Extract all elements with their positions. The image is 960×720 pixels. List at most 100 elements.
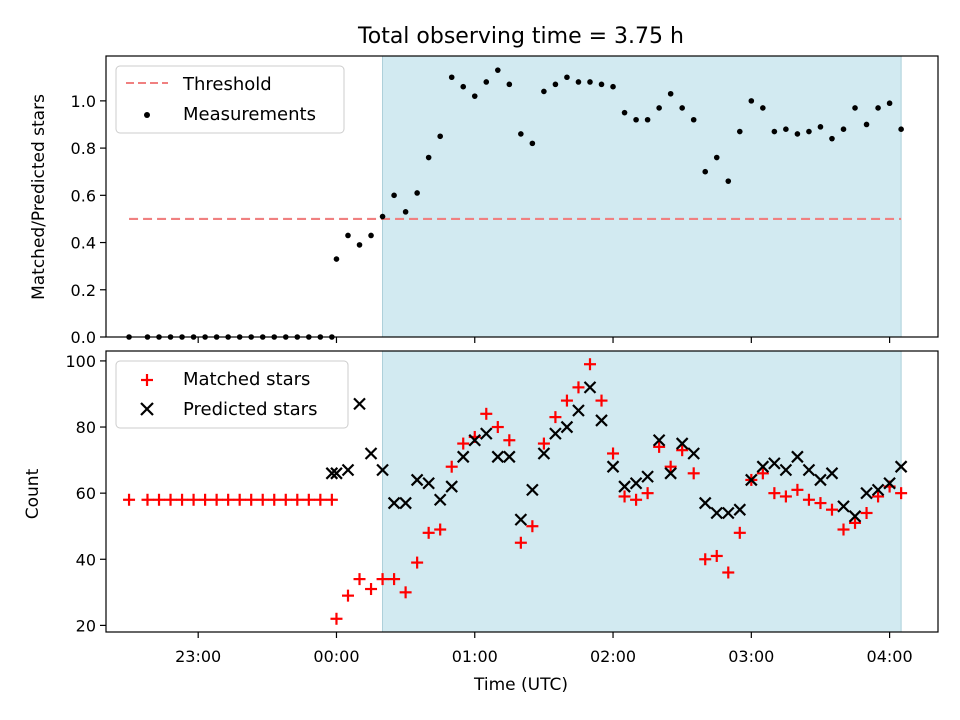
predicted-star-point [733, 503, 747, 516]
predicted-star-point [745, 473, 758, 487]
measurement-point [656, 105, 662, 111]
matched-star-point [399, 586, 412, 599]
measurement-point [587, 79, 593, 85]
predicted-star-point [618, 480, 631, 493]
measurement-point [794, 131, 801, 137]
measurement-point [333, 256, 340, 262]
matched-star-point [222, 493, 235, 506]
bottom-legend: Matched stars Predicted stars [115, 360, 349, 429]
predicted-star-point [779, 463, 793, 477]
matched-star-point [422, 526, 435, 539]
measurement-point [437, 133, 443, 140]
measurement-point [564, 74, 570, 81]
matched-star-point [710, 549, 723, 562]
matched-star-point [279, 493, 292, 506]
measurement-point [552, 81, 559, 88]
measurement-point [414, 190, 420, 196]
predicted-star-point [503, 450, 516, 464]
y-tick-label: 0.0 [71, 328, 96, 347]
predicted-star-point [387, 496, 401, 510]
measurement-point [402, 209, 409, 215]
predicted-star-point [341, 463, 355, 477]
legend-matched-swatch [141, 374, 153, 386]
measurement-point [345, 232, 351, 239]
predicted-star-point [641, 470, 654, 483]
predicted-star-point [710, 506, 724, 520]
matched-star-point [341, 589, 354, 602]
matched-star-point [641, 487, 654, 500]
predicted-star-point [491, 450, 505, 464]
matched-star-point [618, 490, 631, 503]
measurement-point [379, 213, 386, 220]
predicted-star-point [860, 486, 873, 500]
matched-star-point [388, 573, 401, 586]
matched-star-point [411, 556, 424, 569]
predicted-star-point [837, 500, 850, 513]
predicted-star-point [675, 437, 689, 450]
matched-star-point [353, 573, 366, 586]
matched-star-point [756, 467, 769, 480]
x-axis-label: Time (UTC) [473, 675, 568, 695]
predicted-star-point [526, 483, 539, 497]
x-tick-label: 00:00 [313, 647, 359, 666]
predicted-star-point [572, 404, 585, 417]
matched-star-point [491, 421, 504, 434]
predicted-star-point [629, 476, 643, 490]
observing-window-shade [382, 350, 902, 633]
matched-star-point [365, 583, 378, 596]
predicted-star-point [894, 460, 908, 473]
matched-star-point [199, 493, 212, 506]
measurement-point [829, 135, 835, 142]
measurement-point [760, 105, 766, 111]
measurement-point [748, 98, 755, 104]
measurement-point [368, 232, 374, 239]
legend-measurements-label: Measurements [183, 104, 316, 125]
legend-predicted-label: Predicted stars [183, 399, 317, 420]
predicted-star-point [330, 467, 343, 480]
predicted-star-point [468, 433, 482, 447]
measurement-point [771, 128, 778, 135]
matched-star-point [153, 493, 166, 506]
measurement-point [460, 83, 467, 90]
matched-star-point [330, 612, 343, 625]
top-y-axis-label: Matched/Predicted stars [29, 94, 49, 300]
measurement-point [679, 105, 685, 111]
measurement-point [875, 105, 881, 111]
matched-star-point [164, 493, 177, 506]
predicted-star-point [433, 493, 447, 507]
predicted-star-point [664, 467, 677, 480]
matched-star-point [210, 493, 223, 506]
predicted-star-point [549, 427, 562, 440]
predicted-star-point [791, 450, 804, 464]
legend-measurements-swatch [144, 112, 150, 118]
measurement-point [817, 124, 824, 130]
measurement-point [598, 81, 605, 88]
legend-threshold-label: Threshold [182, 74, 272, 95]
measurement-point [898, 126, 904, 133]
matched-star-point [526, 520, 539, 533]
chart-title: Total observing time = 3.75 h [357, 24, 684, 49]
x-tick-label: 02:00 [590, 647, 636, 666]
measurement-point [852, 105, 858, 111]
predicted-star-point [514, 513, 528, 526]
measurement-point [644, 116, 651, 123]
matched-star-point [457, 437, 470, 450]
measurement-point [425, 154, 432, 161]
matched-star-point [733, 526, 746, 539]
predicted-star-point [883, 476, 896, 490]
measurement-point [713, 154, 720, 161]
matched-star-point [699, 553, 712, 566]
measurement-point [806, 128, 812, 135]
matched-star-point [560, 394, 573, 407]
matched-star-point [537, 437, 550, 450]
measurement-point [725, 178, 732, 184]
predicted-star-point [583, 381, 597, 394]
legend-matched-label: Matched stars [183, 369, 310, 390]
predicted-star-point [537, 447, 551, 460]
measurement-point [391, 192, 397, 199]
measurement-point [863, 121, 870, 128]
matched-star-point [514, 536, 527, 549]
observing-window-shade [382, 55, 902, 338]
matched-star-point [849, 516, 862, 529]
